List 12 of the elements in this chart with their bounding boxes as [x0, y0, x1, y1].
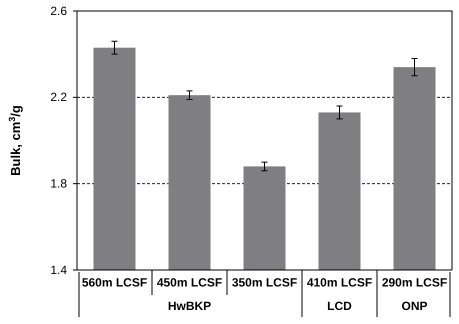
text: ONP — [401, 299, 428, 313]
text: LCD — [327, 299, 352, 313]
x-tick-label: 290m LCSF — [382, 276, 448, 290]
x-tick-label: 410m LCSF — [306, 276, 372, 290]
text: HwBKP — [168, 299, 212, 313]
y-tick-label: 1.8 — [50, 176, 68, 191]
x-tick-label: 450m LCSF — [156, 276, 222, 290]
y-tick-label: 2.2 — [50, 90, 68, 104]
y-tick-label: 2.6 — [50, 4, 68, 18]
y-tick-label: 1.4 — [50, 262, 68, 277]
x-tick-label: 560m LCSF — [82, 276, 148, 290]
x-tick-label: 350m LCSF — [232, 276, 298, 290]
